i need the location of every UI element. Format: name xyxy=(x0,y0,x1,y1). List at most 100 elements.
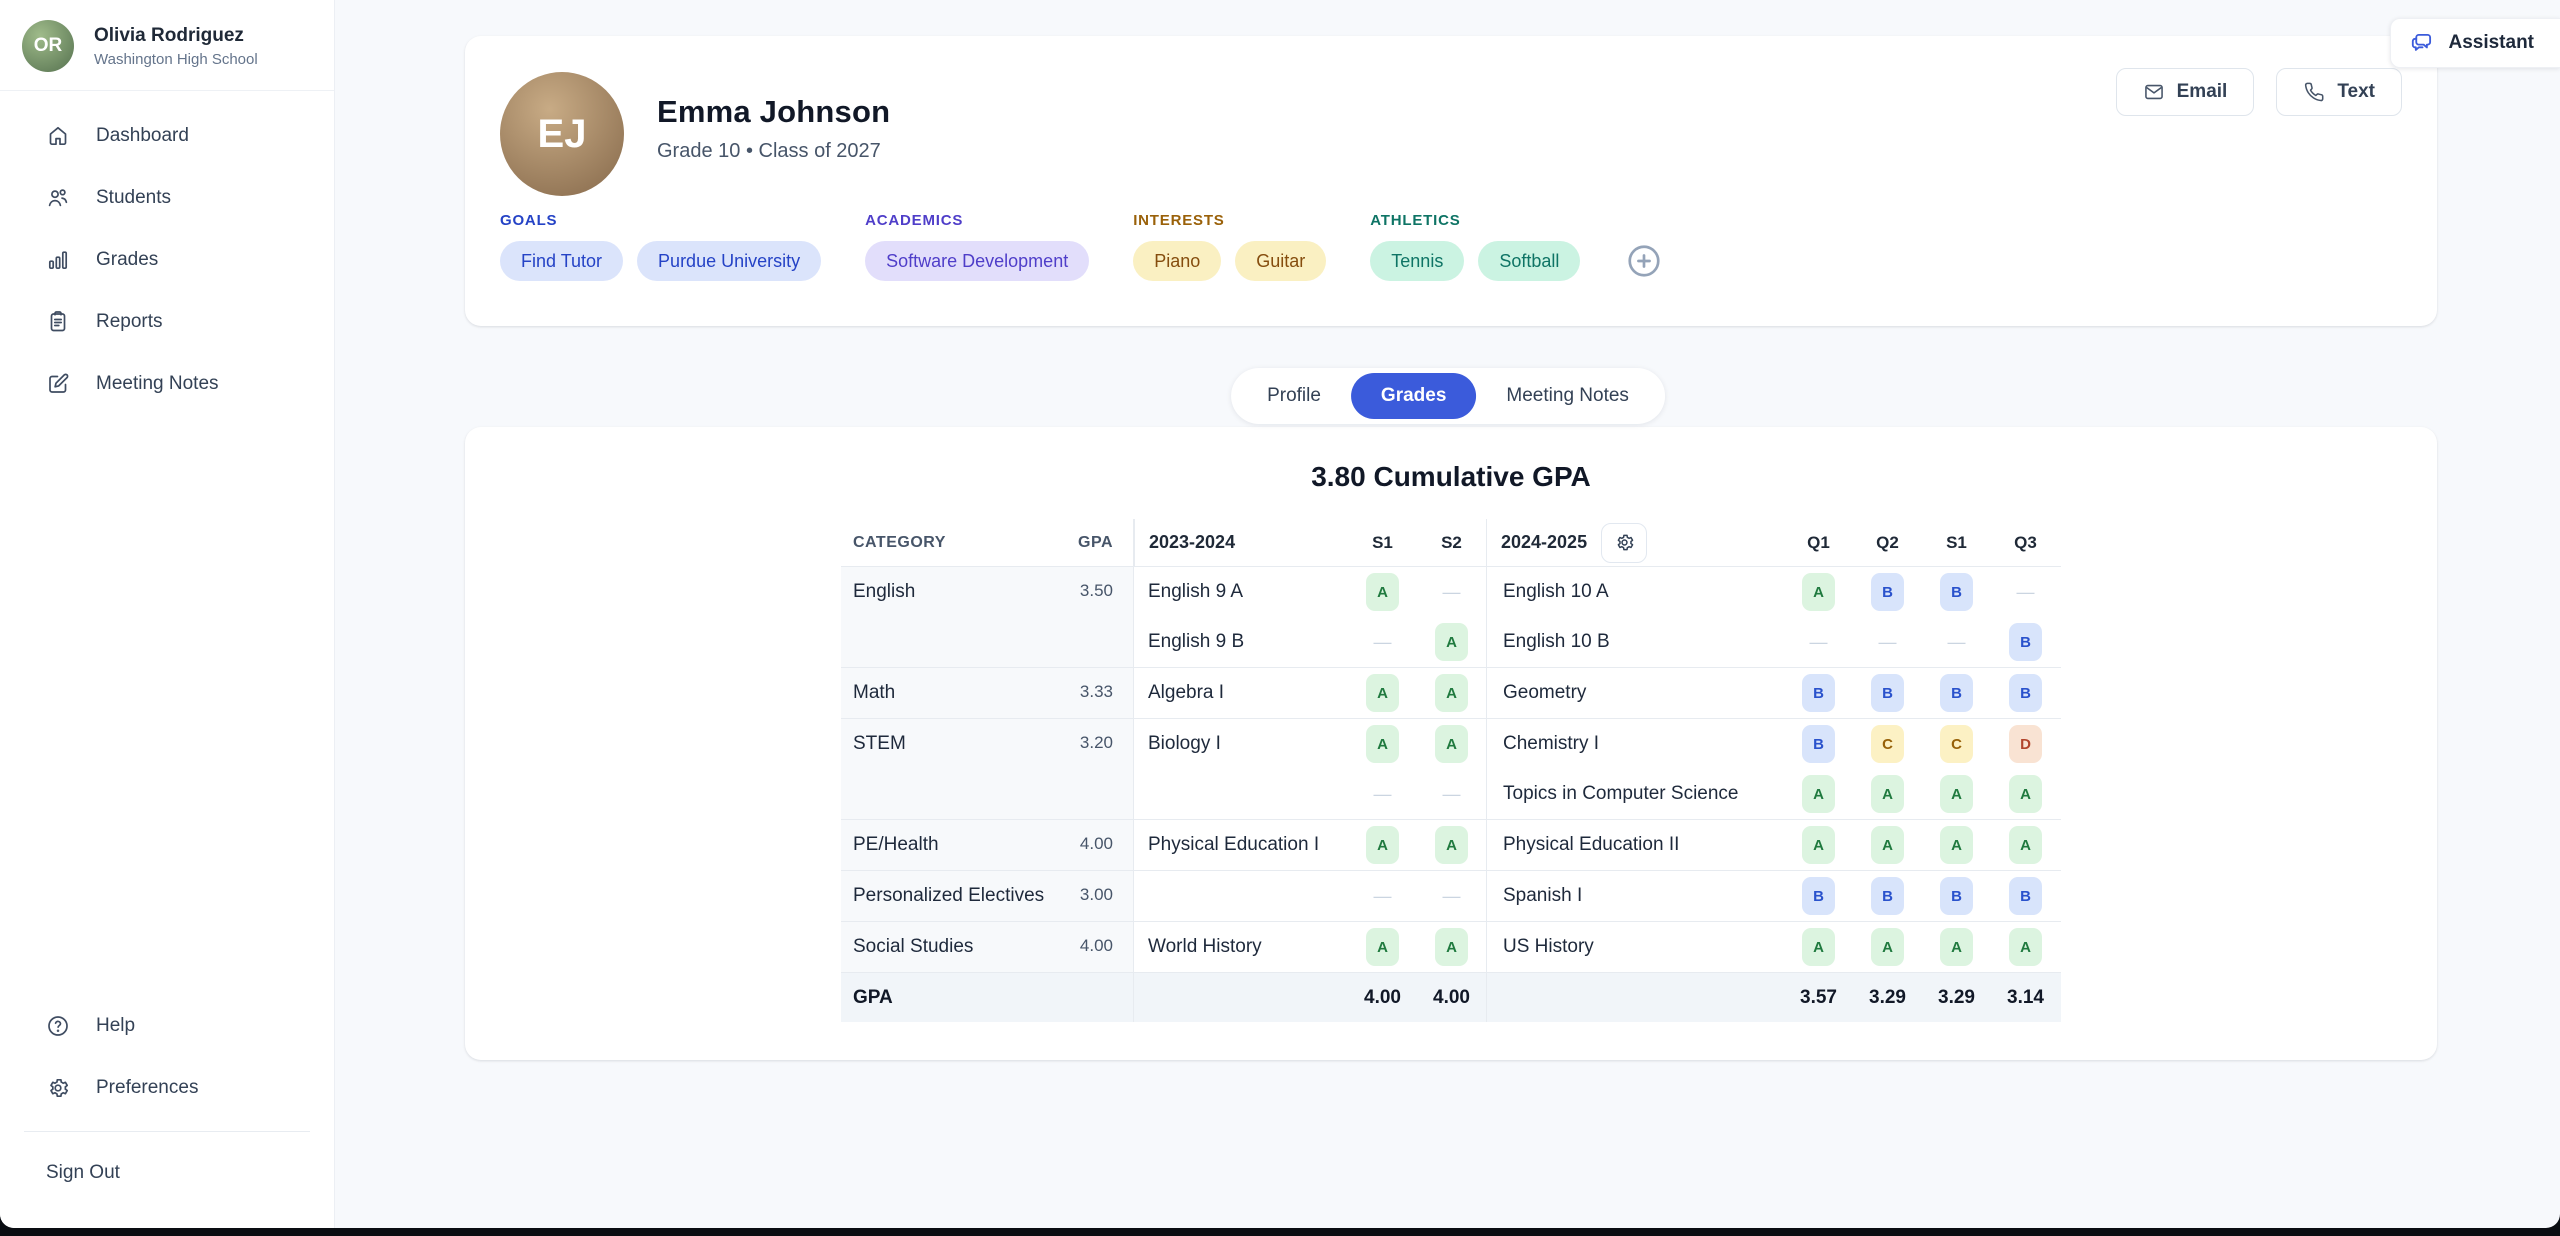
grade-badge-b: B xyxy=(1871,573,1904,611)
grade-badge-b: B xyxy=(1940,573,1973,611)
text-button[interactable]: Text xyxy=(2276,68,2402,116)
grade-s1b: A xyxy=(1922,769,1991,819)
grades-card: 3.80 Cumulative GPA CATEGORY GPA 2023-20… xyxy=(465,427,2437,1060)
sidebar-user-account[interactable]: OR Olivia Rodriguez Washington High Scho… xyxy=(0,0,334,91)
sidebar: OR Olivia Rodriguez Washington High Scho… xyxy=(0,0,335,1228)
tag-group-academics: ACADEMICS Software Development xyxy=(865,212,1090,281)
grade-q2: C xyxy=(1853,719,1922,769)
category-gpa: 3.00 xyxy=(1079,885,1113,904)
add-tag-button[interactable] xyxy=(1624,241,1664,281)
grade-q1: A xyxy=(1784,922,1853,972)
tab-profile[interactable]: Profile xyxy=(1237,373,1351,419)
sidebar-item-grades[interactable]: Grades xyxy=(0,229,334,291)
tab-meeting-notes[interactable]: Meeting Notes xyxy=(1476,373,1659,419)
grade-q1: A xyxy=(1784,769,1853,819)
tag-purdue-university[interactable]: Purdue University xyxy=(637,241,822,281)
grade-badge-b: B xyxy=(2009,877,2042,915)
grade-q2: — xyxy=(1853,617,1922,667)
tag-software-development[interactable]: Software Development xyxy=(865,241,1090,281)
grade-q2: A xyxy=(1853,820,1922,870)
no-grade-dash: — xyxy=(1442,581,1461,602)
category-gpa: 4.00 xyxy=(1079,834,1113,853)
grade-s1: — xyxy=(1348,769,1417,819)
grade-q1: — xyxy=(1784,617,1853,667)
grade-badge-d: D xyxy=(2009,725,2042,763)
grade-q1: B xyxy=(1784,871,1853,921)
grade-q3: D xyxy=(1991,719,2060,769)
gear-icon xyxy=(1614,532,1635,553)
sign-out-button[interactable]: Sign Out xyxy=(46,1162,120,1183)
gpa-footer-label: GPA xyxy=(841,973,1134,1022)
tag-guitar[interactable]: Guitar xyxy=(1235,241,1327,281)
grade-s1: A xyxy=(1348,820,1417,870)
no-grade-dash: — xyxy=(1809,631,1828,652)
gear-icon xyxy=(46,1076,70,1100)
no-grade-dash: — xyxy=(1442,885,1461,906)
grade-badge-b: B xyxy=(1802,674,1835,712)
tag-softball[interactable]: Softball xyxy=(1478,241,1581,281)
sidebar-item-reports[interactable]: Reports xyxy=(0,291,334,353)
grade-q1: A xyxy=(1784,820,1853,870)
col-year1: 2023-2024 xyxy=(1149,532,1236,552)
grade-badge-a: A xyxy=(1802,775,1835,813)
assistant-button[interactable]: Assistant xyxy=(2390,18,2560,68)
gpa-q3: 3.14 xyxy=(2007,986,2044,1008)
grade-badge-a: A xyxy=(2009,826,2042,864)
sidebar-item-label: Dashboard xyxy=(96,125,189,146)
counselor-school: Washington High School xyxy=(94,50,258,68)
grade-badge-a: A xyxy=(1366,826,1399,864)
grade-badge-b: B xyxy=(1802,877,1835,915)
grade-q2: B xyxy=(1853,871,1922,921)
sidebar-item-help[interactable]: Help xyxy=(0,995,334,1057)
col-s2: S2 xyxy=(1441,532,1462,552)
grade-q3: B xyxy=(1991,871,2060,921)
grade-badge-a: A xyxy=(1940,928,1973,966)
grade-settings-button[interactable] xyxy=(1601,522,1648,563)
sidebar-item-preferences[interactable]: Preferences xyxy=(0,1057,334,1119)
text-label: Text xyxy=(2337,81,2375,102)
email-button[interactable]: Email xyxy=(2115,68,2255,116)
grade-group-math: Math 3.33 Algebra I A A Geometry B B B B xyxy=(841,667,2061,718)
course-name-2024-2025: Spanish I xyxy=(1486,871,1784,921)
course-name-2024-2025: Geometry xyxy=(1486,668,1784,718)
grade-badge-a: A xyxy=(1366,674,1399,712)
tag-tennis[interactable]: Tennis xyxy=(1370,241,1465,281)
tab-grades[interactable]: Grades xyxy=(1350,373,1477,419)
chart-icon xyxy=(46,248,70,272)
grade-s2: A xyxy=(1417,668,1486,718)
grade-badge-a: A xyxy=(1871,775,1904,813)
gpa-s2-2324: 4.00 xyxy=(1433,986,1470,1008)
grade-q3: — xyxy=(1991,567,2060,617)
category-gpa: 4.00 xyxy=(1079,936,1113,955)
grade-q3: B xyxy=(1991,617,2060,667)
grade-badge-a: A xyxy=(1871,928,1904,966)
main-area: Assistant EJ Emma Johnson Grade 10 • Cla… xyxy=(335,0,2560,1228)
sidebar-item-meeting-notes[interactable]: Meeting Notes xyxy=(0,353,334,415)
grade-group-stem: STEM 3.20 Biology I A A Chemistry I B C C D — — Topi… xyxy=(841,718,2061,819)
category-gpa: 3.50 xyxy=(1079,581,1113,600)
grade-s2: A xyxy=(1417,922,1486,972)
grade-s1b: — xyxy=(1922,617,1991,667)
grades-table: CATEGORY GPA 2023-2024 S1 S2 2024-2025 xyxy=(841,519,2061,1022)
gpa-footer-row: GPA 4.00 4.00 3.57 3.29 3.29 3.14 xyxy=(841,972,2061,1022)
tag-piano[interactable]: Piano xyxy=(1133,241,1222,281)
grade-badge-a: A xyxy=(1435,725,1468,763)
grade-badge-a: A xyxy=(1435,826,1468,864)
student-tags: GOALS Find Tutor Purdue University ACADEMIC… xyxy=(500,212,2402,281)
col-q2: Q2 xyxy=(1876,532,1899,552)
sidebar-item-dashboard[interactable]: Dashboard xyxy=(0,105,334,167)
grade-badge-a: A xyxy=(1435,674,1468,712)
sidebar-item-students[interactable]: Students xyxy=(0,167,334,229)
grade-s2: — xyxy=(1417,871,1486,921)
grade-badge-a: A xyxy=(1366,725,1399,763)
category-cell: Personalized Electives 3.00 xyxy=(841,871,1134,921)
course-name-2024-2025: Topics in Computer Science xyxy=(1486,769,1784,819)
course-name-2023-2024: World History xyxy=(1148,936,1262,957)
sidebar-item-label: Help xyxy=(96,1015,136,1036)
grade-badge-a: A xyxy=(1435,928,1468,966)
grade-badge-b: B xyxy=(1871,877,1904,915)
col-category: CATEGORY xyxy=(853,533,946,551)
no-grade-dash: — xyxy=(1442,783,1461,804)
tag-find-tutor[interactable]: Find Tutor xyxy=(500,241,624,281)
